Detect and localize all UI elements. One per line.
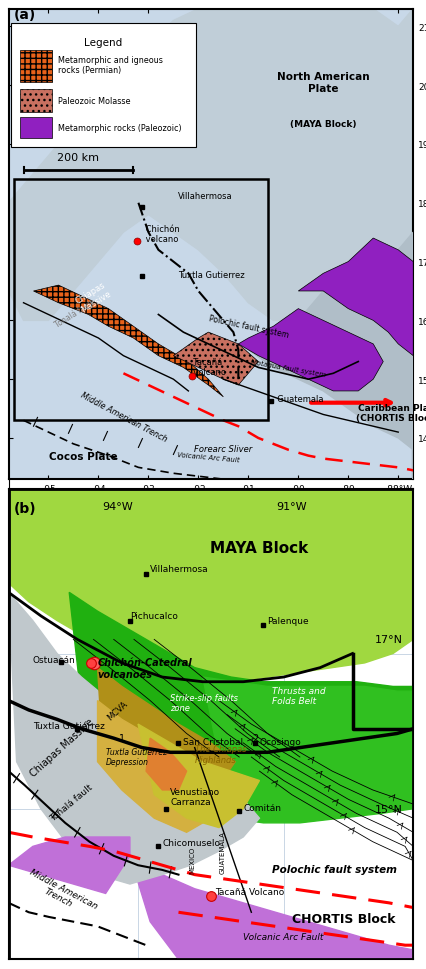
- Text: Volcanic Arc Fault: Volcanic Arc Fault: [177, 452, 240, 463]
- Text: MAYA Block: MAYA Block: [210, 541, 308, 555]
- Text: 2: 2: [252, 733, 259, 743]
- Text: Chichón
 volcano: Chichón volcano: [144, 225, 180, 244]
- Polygon shape: [9, 593, 259, 884]
- Bar: [14, 180, 268, 421]
- Text: Chichón-Catedral
volcanoes: Chichón-Catedral volcanoes: [98, 658, 192, 679]
- Text: Forearc Sliver: Forearc Sliver: [194, 445, 253, 453]
- Text: (MAYA Block): (MAYA Block): [290, 120, 357, 129]
- Text: San Cristobal: San Cristobal: [182, 737, 243, 746]
- Text: Middle American Trench: Middle American Trench: [79, 391, 168, 444]
- Text: Villahermosa: Villahermosa: [178, 192, 233, 201]
- Text: Polochic fault system: Polochic fault system: [207, 314, 289, 339]
- Text: Metamorphic and igneous
rocks (Permian): Metamorphic and igneous rocks (Permian): [58, 56, 163, 76]
- Text: (a): (a): [14, 8, 36, 21]
- Text: Polochic fault system: Polochic fault system: [272, 864, 397, 874]
- Polygon shape: [34, 286, 223, 397]
- Text: Metamorphic rocks (Paleozoic): Metamorphic rocks (Paleozoic): [58, 124, 182, 133]
- Text: Tuxtla Gutiérrez: Tuxtla Gutiérrez: [33, 721, 105, 730]
- Polygon shape: [208, 10, 413, 192]
- Polygon shape: [9, 837, 130, 893]
- Text: Pichucalco: Pichucalco: [130, 611, 178, 620]
- Polygon shape: [9, 489, 413, 682]
- Text: The Chiapas
Highlands: The Chiapas Highlands: [195, 744, 246, 764]
- Text: Ostuacán: Ostuacán: [33, 655, 75, 665]
- Text: Paleozoic Molasse: Paleozoic Molasse: [58, 97, 131, 106]
- Text: Cocos Plate: Cocos Plate: [49, 452, 118, 461]
- Text: 17°N: 17°N: [375, 635, 403, 644]
- Text: Comitán: Comitán: [243, 803, 281, 812]
- Text: Palenque: Palenque: [268, 616, 309, 626]
- Text: Legend: Legend: [84, 38, 123, 47]
- Text: 94°W: 94°W: [102, 501, 133, 511]
- Polygon shape: [9, 10, 413, 321]
- Text: Thrusts and
Folds Belt: Thrusts and Folds Belt: [272, 686, 325, 705]
- Text: GUATEMALA: GUATEMALA: [220, 830, 226, 873]
- FancyBboxPatch shape: [20, 90, 52, 112]
- Text: Tacañá Volcano: Tacañá Volcano: [215, 888, 284, 896]
- Text: 91°W: 91°W: [276, 501, 307, 511]
- Text: MCVA: MCVA: [106, 699, 130, 722]
- Text: Tonalá fault: Tonalá fault: [49, 782, 95, 823]
- Text: CHORTIS Block: CHORTIS Block: [292, 912, 395, 924]
- Text: Venustiano
Carranza: Venustiano Carranza: [170, 787, 221, 806]
- Polygon shape: [146, 738, 187, 790]
- Text: Guatemala: Guatemala: [272, 394, 324, 403]
- Text: Tuxtla Gutierrez: Tuxtla Gutierrez: [178, 271, 245, 280]
- FancyBboxPatch shape: [20, 118, 52, 139]
- Polygon shape: [98, 668, 235, 799]
- Text: North American
Plate: North American Plate: [277, 73, 370, 94]
- Polygon shape: [98, 701, 227, 832]
- Text: (b): (b): [13, 501, 36, 516]
- Text: Motagua fault system: Motagua fault system: [250, 359, 326, 378]
- FancyBboxPatch shape: [20, 50, 52, 83]
- Text: 200 km: 200 km: [58, 152, 99, 163]
- Text: Volcanic Arc Fault: Volcanic Arc Fault: [243, 932, 324, 941]
- Text: Tonalá fault: Tonalá fault: [54, 297, 96, 328]
- Text: Tacañá
  volcano: Tacañá volcano: [188, 358, 226, 377]
- Text: Middle American
Trench: Middle American Trench: [23, 866, 99, 919]
- Text: Chiapas Massive: Chiapas Massive: [29, 716, 96, 778]
- Text: Ocosingo: Ocosingo: [259, 737, 301, 746]
- Polygon shape: [248, 233, 413, 480]
- Text: Chiapas
Massive: Chiapas Massive: [73, 280, 112, 314]
- Text: Chicomuselo: Chicomuselo: [162, 838, 220, 848]
- Polygon shape: [268, 332, 308, 362]
- Text: Tuxtla Gutierrez
Depression: Tuxtla Gutierrez Depression: [106, 747, 167, 766]
- Polygon shape: [130, 856, 413, 959]
- Text: Strike-slip faults
zone: Strike-slip faults zone: [170, 693, 239, 712]
- Text: 1: 1: [119, 733, 125, 743]
- Polygon shape: [298, 238, 413, 357]
- Text: 15°N: 15°N: [375, 804, 403, 814]
- Polygon shape: [69, 593, 413, 818]
- Polygon shape: [239, 309, 383, 391]
- FancyBboxPatch shape: [11, 24, 196, 147]
- Text: Villahermosa: Villahermosa: [150, 565, 209, 574]
- Polygon shape: [138, 725, 259, 828]
- Text: Caribbean Plate
(CHORTIS Block): Caribbean Plate (CHORTIS Block): [357, 403, 426, 422]
- Polygon shape: [173, 332, 258, 386]
- Text: MEXICO: MEXICO: [190, 846, 196, 873]
- Polygon shape: [203, 677, 413, 823]
